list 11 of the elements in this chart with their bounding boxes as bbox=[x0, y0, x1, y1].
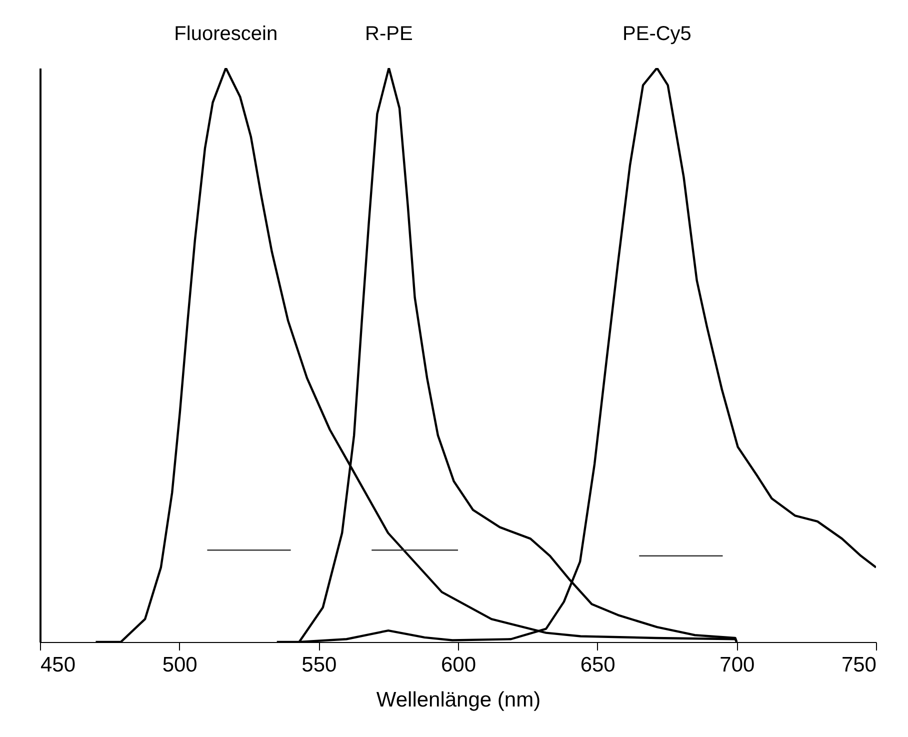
x-tick-label: 450 bbox=[40, 654, 76, 676]
x-tick-label: 550 bbox=[302, 654, 337, 676]
series-label: PE-Cy5 bbox=[622, 23, 692, 45]
series-label: R-PE bbox=[364, 23, 413, 45]
series-label: Fluorescein bbox=[174, 23, 278, 45]
x-tick-label: 500 bbox=[162, 654, 198, 676]
x-axis-title: Wellenlänge (nm) bbox=[376, 688, 541, 712]
x-tick-label: 650 bbox=[580, 654, 616, 676]
x-tick-label: 600 bbox=[440, 654, 476, 676]
x-tick-label: 750 bbox=[841, 654, 876, 676]
x-tick-label: 700 bbox=[720, 654, 755, 676]
